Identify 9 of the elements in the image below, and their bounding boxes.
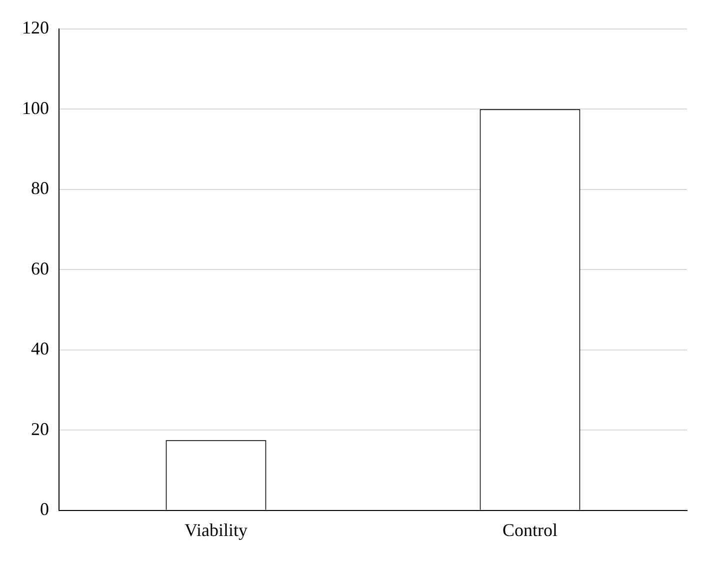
- y-tick-label: 0: [40, 499, 49, 520]
- y-tick-label: 40: [31, 338, 49, 359]
- y-tick-label: 60: [31, 258, 49, 278]
- y-tick-label: 80: [31, 178, 49, 198]
- y-tick-label: 100: [22, 98, 49, 118]
- y-tick-label: 120: [22, 18, 49, 38]
- x-tick-label: Control: [502, 520, 558, 540]
- x-tick-label: Viability: [184, 520, 248, 540]
- y-tick-label: 20: [31, 418, 49, 439]
